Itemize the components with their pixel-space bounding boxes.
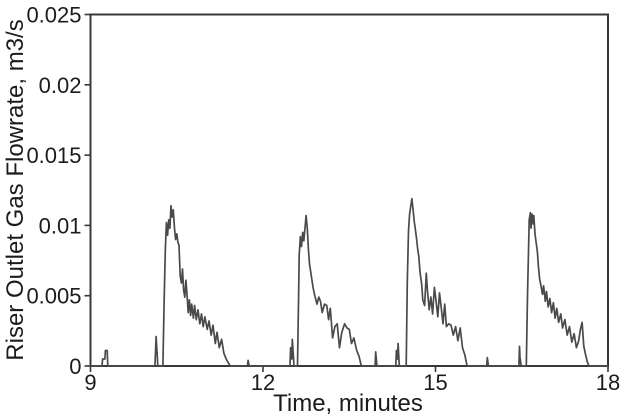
x-axis-title: Time, minutes — [273, 390, 423, 417]
x-tick-label: 12 — [251, 370, 275, 395]
y-tick-label: 0 — [69, 354, 81, 379]
y-tick-label: 0.005 — [26, 284, 81, 309]
y-tick-label: 0.01 — [39, 213, 82, 238]
x-tick-label: 9 — [84, 370, 96, 395]
riser-outlet-gas-flowrate-line — [90, 197, 608, 367]
y-tick-label: 0.025 — [26, 3, 81, 28]
y-axis-title: Riser Outlet Gas Flowrate, m3/s — [2, 19, 29, 361]
x-tick-label: 18 — [596, 370, 620, 395]
x-tick-label: 15 — [423, 370, 447, 395]
y-tick-label: 0.015 — [26, 143, 81, 168]
y-tick-label: 0.02 — [39, 73, 82, 98]
plot-frame — [89, 13, 609, 367]
